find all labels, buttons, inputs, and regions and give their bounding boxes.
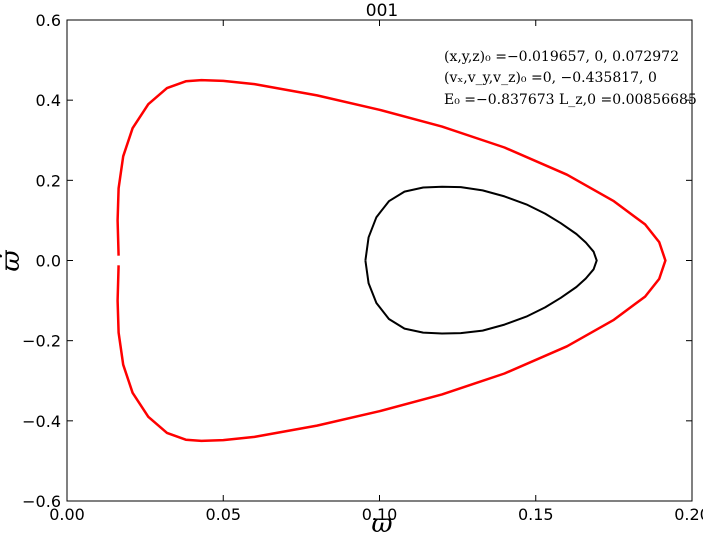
x-tick-label: 0.05	[205, 505, 241, 524]
series-line-2	[364, 185, 598, 335]
annotation-initial-velocity: (vₓ,v_y,v_z)₀ =0, −0.435817, 0	[444, 70, 657, 86]
series-line-1	[116, 78, 667, 443]
x-tick-label: 0.00	[49, 505, 85, 524]
annotation-energy-momentum: E₀ =−0.837673 L_z,0 =0.00856685	[444, 92, 697, 108]
chart-title: 001	[366, 1, 398, 21]
x-axis-label: ϖ	[371, 509, 393, 539]
y-tick-label: 0.4	[36, 91, 61, 110]
x-tick-label: 0.15	[518, 505, 554, 524]
y-tick-label: −0.2	[22, 332, 61, 351]
plot-frame	[66, 19, 693, 502]
annotation-block: (x,y,z)₀ =−0.019657, 0, 0.072972 (vₓ,v_y…	[444, 49, 697, 108]
x-tick-label: 0.20	[674, 505, 703, 524]
y-tick-label: 0.0	[36, 252, 61, 271]
ticks-layer: 0.00 0.05 0.10 0.15 0.20 −0.6 −0.4 −0.2 0.0 0.2 0.…	[22, 11, 703, 524]
y-axis-label: ϖ̇	[0, 250, 26, 272]
annotation-initial-position: (x,y,z)₀ =−0.019657, 0, 0.072972	[444, 49, 679, 65]
series-layer	[116, 78, 667, 443]
y-tick-label: 0.6	[36, 11, 61, 30]
y-tick-label: −0.6	[22, 492, 61, 511]
x-tick-label: 0.10	[362, 505, 398, 524]
y-tick-label: 0.2	[36, 171, 61, 190]
y-tick-label: −0.4	[22, 412, 61, 431]
